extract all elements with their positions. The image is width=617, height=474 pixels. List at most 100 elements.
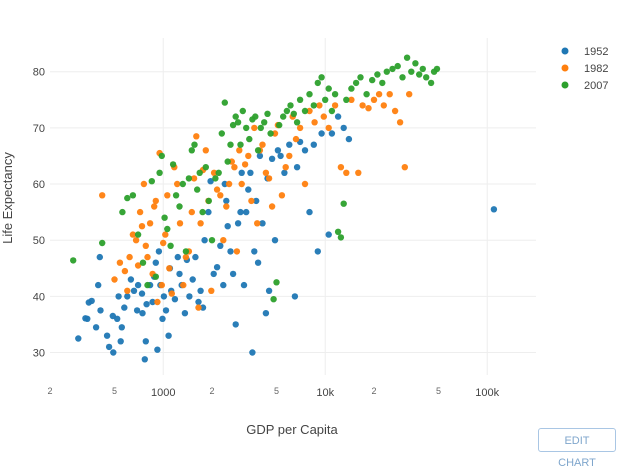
point-2007-51 xyxy=(276,121,283,129)
legend-marker-1952[interactable] xyxy=(561,47,569,55)
y-tick-label-2: 50 xyxy=(33,235,45,247)
x-minor-tick-label-4: 2 xyxy=(371,386,376,396)
point-2007-73 xyxy=(357,74,364,81)
point-1952-32 xyxy=(154,346,161,353)
data-points xyxy=(70,54,498,363)
point-1952-22 xyxy=(134,281,142,289)
point-1982-33 xyxy=(190,175,198,182)
point-1952-53 xyxy=(201,237,208,244)
point-2007-17 xyxy=(176,203,183,210)
point-1952-76 xyxy=(254,259,262,266)
point-1982-40 xyxy=(208,287,215,294)
edit-chart-button[interactable]: EDIT CHART xyxy=(538,428,616,469)
x-minor-tick-label-0: 2 xyxy=(47,386,52,396)
point-1952-45 xyxy=(181,310,189,317)
point-2007-82 xyxy=(403,54,411,61)
point-1952-75 xyxy=(253,197,260,205)
point-1982-13 xyxy=(144,253,151,261)
point-2007-86 xyxy=(419,65,426,73)
point-2007-74 xyxy=(363,91,370,98)
point-2007-65 xyxy=(328,107,336,115)
point-2007-20 xyxy=(185,175,193,182)
point-2007-81 xyxy=(399,74,406,81)
point-1982-8 xyxy=(134,262,142,269)
point-1952-93 xyxy=(310,141,317,148)
point-1952-26 xyxy=(142,338,149,345)
point-1952-25 xyxy=(141,356,148,363)
point-2007-12 xyxy=(161,214,168,221)
point-2007-62 xyxy=(318,74,325,81)
point-2007-63 xyxy=(322,96,329,104)
point-2007-3 xyxy=(124,194,131,202)
point-1952-43 xyxy=(176,270,183,278)
point-1952-77 xyxy=(256,152,264,160)
y-axis-ticks: 30 40 50 60 70 80 xyxy=(33,67,45,360)
point-1982-69 xyxy=(296,124,304,132)
point-1952-89 xyxy=(293,164,301,171)
point-1982-29 xyxy=(180,281,187,289)
point-1952-47 xyxy=(186,293,193,300)
legend-label-2007[interactable]: 2007 xyxy=(584,80,608,92)
x-axis-ticks: 1000 10k 100k 2 5 2 5 2 5 xyxy=(47,386,499,399)
legend-marker-1982[interactable] xyxy=(561,64,569,72)
point-2007-35 xyxy=(229,121,237,129)
point-1952-91 xyxy=(301,147,309,154)
point-1982-90 xyxy=(406,91,413,98)
legend-label-1952[interactable]: 1952 xyxy=(584,46,608,58)
point-2007-28 xyxy=(208,237,216,244)
point-2007-14 xyxy=(167,242,174,249)
point-2007-27 xyxy=(205,197,212,205)
point-1952-12 xyxy=(110,349,117,356)
point-2007-29 xyxy=(212,175,219,182)
point-1952-67 xyxy=(237,208,244,216)
x-minor-tick-label-1: 5 xyxy=(112,386,117,396)
point-1982-84 xyxy=(375,91,383,98)
point-1982-53 xyxy=(245,152,252,160)
point-1982-4 xyxy=(124,287,131,294)
point-1982-9 xyxy=(136,208,144,216)
point-1982-12 xyxy=(142,242,149,249)
point-1952-92 xyxy=(306,208,313,216)
point-1952-16 xyxy=(118,324,126,331)
point-2007-19 xyxy=(182,248,190,255)
point-1952-72 xyxy=(247,169,254,176)
point-1982-1 xyxy=(111,276,118,283)
point-2007-31 xyxy=(218,130,225,137)
point-1982-48 xyxy=(231,164,238,171)
point-2007-49 xyxy=(270,296,277,303)
point-2007-75 xyxy=(369,76,376,84)
point-1982-78 xyxy=(343,169,350,176)
point-1982-17 xyxy=(152,197,159,205)
legend: 1952 1982 2007 xyxy=(561,46,608,92)
point-2007-64 xyxy=(325,85,332,92)
point-1952-69 xyxy=(240,281,248,289)
point-1982-46 xyxy=(225,180,233,188)
point-2007-85 xyxy=(416,71,423,78)
x-minor-tick-label-5: 5 xyxy=(436,386,441,396)
x-minor-tick-label-2: 2 xyxy=(209,386,214,396)
point-2007-72 xyxy=(352,79,360,87)
point-1952-57 xyxy=(213,264,221,271)
point-1952-19 xyxy=(127,276,135,283)
point-1952-52 xyxy=(199,304,207,311)
point-2007-15 xyxy=(169,161,177,168)
point-1952-88 xyxy=(291,293,299,300)
point-1982-73 xyxy=(316,102,323,109)
y-tick-label-5: 80 xyxy=(33,67,45,79)
chart-svg: 1000 10k 100k 2 5 2 5 2 5 30 40 50 60 70 80 GDP per C… xyxy=(0,38,608,437)
point-1952-10 xyxy=(105,343,113,351)
legend-label-1982[interactable]: 1982 xyxy=(584,63,608,75)
point-1982-3 xyxy=(121,267,129,275)
y-tick-label-0: 30 xyxy=(33,348,45,360)
point-2007-39 xyxy=(239,107,246,115)
point-1982-88 xyxy=(396,119,404,126)
point-1982-27 xyxy=(174,180,181,188)
point-2007-0 xyxy=(70,257,77,264)
point-1982-18 xyxy=(154,298,161,306)
point-1952-51 xyxy=(197,287,204,294)
point-1952-81 xyxy=(265,287,273,294)
point-2007-21 xyxy=(188,147,195,154)
x-axis-title: GDP per Capita xyxy=(246,422,338,437)
legend-marker-2007[interactable] xyxy=(561,81,569,89)
point-1952-54 xyxy=(205,208,212,216)
